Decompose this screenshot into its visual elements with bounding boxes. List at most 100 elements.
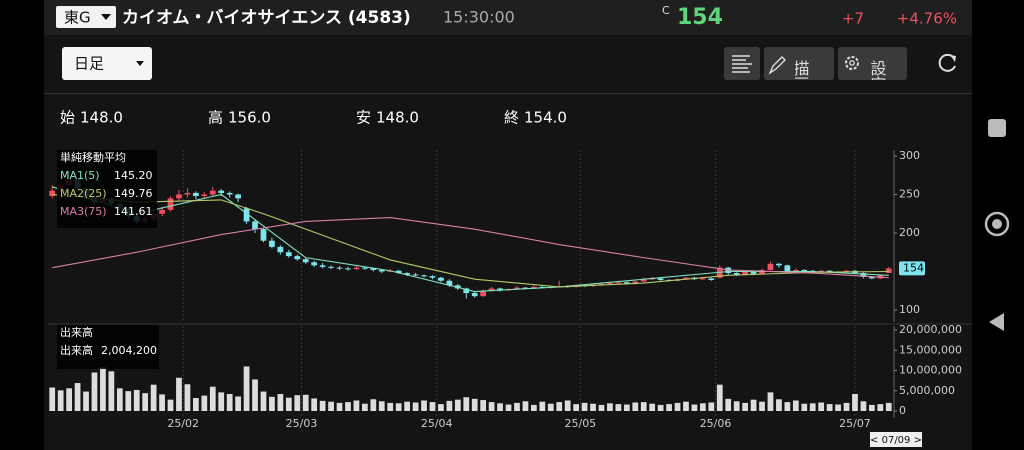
nav-back[interactable] <box>989 313 1004 331</box>
candle-body <box>353 267 360 270</box>
volume-tick-label: 0 <box>899 404 906 417</box>
chart: 25/02 25/03 25/04 25/05 25/06 25/07 100 200 250 3… <box>48 149 972 447</box>
volume-bar <box>252 379 258 411</box>
volume-bar <box>716 384 723 411</box>
volume-tick-label: 20,000,000 <box>899 323 962 336</box>
volume-tick-label: 5,000,000 <box>899 384 955 397</box>
volume-bar <box>167 399 174 411</box>
candle-body <box>285 252 292 257</box>
candle-body <box>471 293 478 297</box>
candle-body <box>514 287 520 290</box>
volume-bar <box>311 398 318 411</box>
volume-bar <box>742 402 748 411</box>
summary-label: 安 <box>356 109 371 127</box>
legend-value: 145.20 <box>114 169 153 182</box>
volume-bar <box>277 393 284 411</box>
candle-body <box>818 270 825 272</box>
volume-bar <box>497 403 503 411</box>
legend-name: MA2(25) <box>60 187 107 200</box>
candle-body <box>235 194 241 199</box>
summary-value: 148.0 <box>80 109 123 127</box>
volume-bar <box>607 403 613 411</box>
candle-body <box>784 265 791 272</box>
draw-button[interactable]: 描画 <box>764 47 834 92</box>
x-tick-label: 25/07 <box>839 417 871 430</box>
volume-bar <box>370 399 377 411</box>
volume-bar <box>176 377 182 411</box>
period-box <box>62 47 152 80</box>
summary-label: 始 <box>60 109 75 127</box>
legend-value: 149.76 <box>114 187 153 200</box>
volume-bar <box>657 404 664 411</box>
summary-label: 高 <box>208 109 223 127</box>
candle-body <box>328 266 334 268</box>
icon <box>988 119 1006 137</box>
candle-body <box>421 275 427 277</box>
volume-bar <box>184 384 191 411</box>
volume-bar <box>243 366 250 411</box>
volume-bar <box>792 400 799 411</box>
x-tick-label: 25/03 <box>286 417 318 430</box>
button-bg <box>764 47 834 80</box>
volume-bar <box>66 388 72 411</box>
ma-line <box>52 217 889 279</box>
candle-body <box>362 267 368 269</box>
volume-bar <box>319 400 326 411</box>
volume-bar <box>209 386 216 411</box>
icon <box>989 313 1004 331</box>
candle-body <box>429 276 436 278</box>
candle-body <box>395 270 402 274</box>
volume-bar <box>353 400 360 411</box>
candle-body <box>404 273 410 275</box>
volume-bar <box>852 393 858 411</box>
candle-body <box>640 279 647 282</box>
volume-bar <box>83 391 89 411</box>
volume-bar <box>708 402 715 411</box>
volume-bar <box>826 404 833 411</box>
candle-body <box>370 268 377 270</box>
candle-body <box>193 192 199 197</box>
candle-body <box>632 281 639 284</box>
candle-body <box>598 283 605 285</box>
candle-body <box>869 276 875 279</box>
volume-bar <box>404 401 410 411</box>
nav-home[interactable] <box>984 211 1010 237</box>
candle-body <box>497 288 503 290</box>
y-tick-label: 300 <box>899 149 920 162</box>
divider <box>44 93 972 94</box>
candle-body <box>657 278 664 280</box>
icon <box>938 53 956 72</box>
header-bar <box>44 0 972 35</box>
volume-bar <box>581 402 588 411</box>
market-select[interactable]: 東G <box>56 6 116 28</box>
settings-button[interactable]: 設定 <box>838 47 907 92</box>
legend-value: 141.61 <box>114 205 153 218</box>
volume-bar <box>412 402 419 411</box>
volume-bar <box>395 403 402 411</box>
volume-bar <box>100 367 106 411</box>
volume-bar <box>125 391 132 411</box>
refresh-button[interactable] <box>938 53 956 72</box>
volume-bar <box>733 401 740 411</box>
candle-body <box>801 269 808 271</box>
indicator-button[interactable] <box>724 47 760 80</box>
volume-bar <box>226 393 233 411</box>
candle-body <box>438 277 444 281</box>
volume-bar <box>801 403 808 411</box>
volume-bar <box>108 371 115 411</box>
period-select[interactable]: 日足 <box>62 47 152 80</box>
candle-body <box>218 190 225 193</box>
price-tag-label: 154 <box>903 261 924 274</box>
price: 154 <box>677 5 723 30</box>
ohlc-summary: 始 148.0 高 156.0 安 148.0 終 154.0 <box>60 109 567 127</box>
summary-label: 終 <box>504 109 519 127</box>
volume-bar <box>649 403 656 411</box>
candle-body <box>176 194 182 199</box>
candle-body <box>294 256 301 260</box>
volume-bar <box>556 402 563 411</box>
nav-recent[interactable] <box>988 119 1006 137</box>
candle-body <box>623 282 630 284</box>
volume-bar <box>345 402 351 411</box>
candle-body <box>843 270 850 272</box>
